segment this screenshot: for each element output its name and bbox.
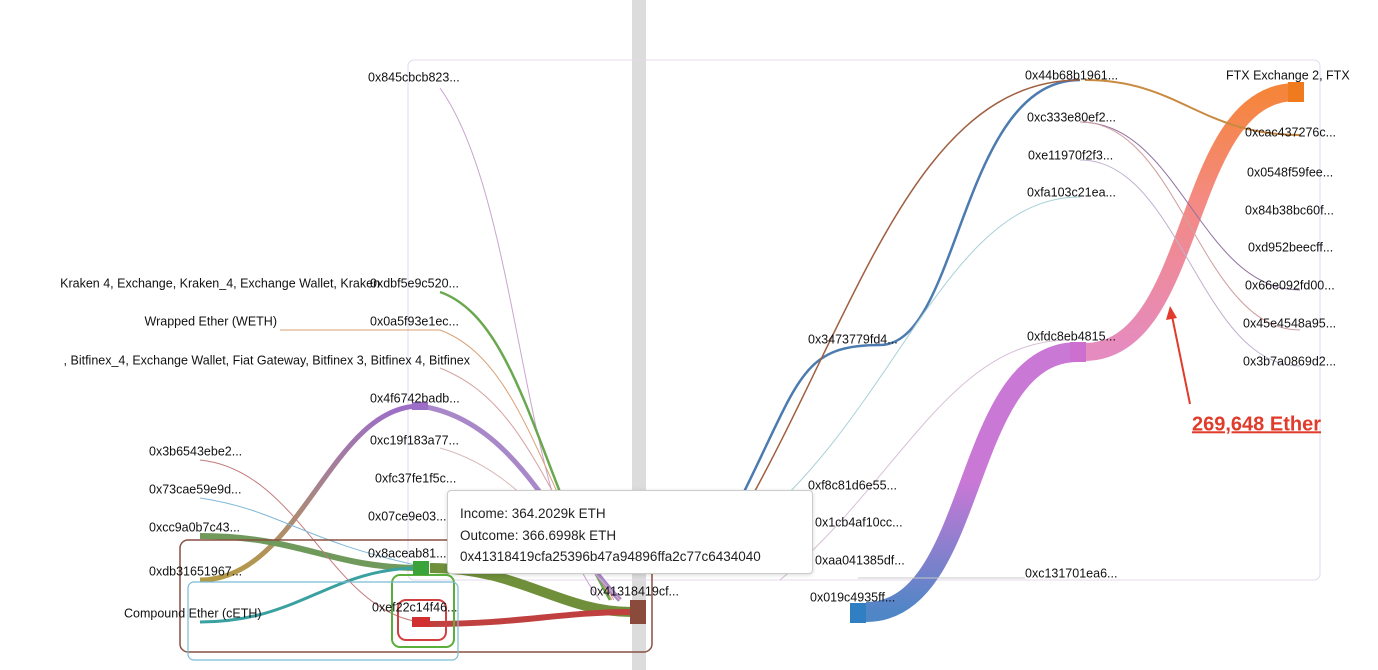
node-markers [412,82,1304,627]
node-label[interactable]: 0xe11970f2f3... [1028,148,1113,162]
node-label[interactable]: 0xc131701ea6... [1025,566,1117,580]
node-label[interactable]: 0x3b6543ebe2... [149,444,242,458]
node-label[interactable]: 0x73cae59e9d... [149,482,241,496]
node-label[interactable]: 0xcac437276c... [1245,125,1336,139]
node-label[interactable]: 0x8aceab81... [368,546,447,560]
node-label[interactable]: 0x845cbcb823... [368,70,460,84]
node-label[interactable]: Compound Ether (cETH) [124,606,262,620]
node-label[interactable]: Kraken 4, Exchange, Kraken_4, Exchange W… [60,276,380,290]
node-label[interactable]: 0xdb31651967... [149,564,242,578]
node-label[interactable]: 0xfdc8eb4815... [1027,329,1116,343]
annotation-text: 269,648 Ether [1192,413,1321,435]
node-label[interactable]: 0x07ce9e03... [368,509,447,523]
node-label[interactable]: 0xc333e80ef2... [1027,110,1116,124]
node-label[interactable]: 0x3b7a0869d2... [1243,354,1336,368]
node-label[interactable]: Wrapped Ether (WETH) [145,314,277,328]
node-label[interactable]: 0x44b68b1961... [1025,68,1118,82]
node-label[interactable]: 0x4f6742badb... [370,391,460,405]
node-label[interactable]: 0xdbf5e9c520... [370,276,459,290]
flows [179,59,1321,661]
node-label[interactable]: 0x019c4935ff... [810,590,895,604]
node-label[interactable]: 0x41318419cf... [590,584,679,598]
node-label[interactable]: FTX Exchange 2, FTX [1226,68,1350,82]
node-labels: 0x845cbcb823... Kraken 4, Exchange, Krake… [60,68,1350,620]
tooltip-line: Outcome: 366.6998k ETH [460,527,617,543]
node-label[interactable]: 0xc19f183a77... [370,433,459,447]
node-label[interactable]: 0x84b38bc60f... [1245,203,1334,217]
node-label[interactable]: 0x1cb4af10cc... [815,515,903,529]
node-label[interactable]: 0xd952beecff... [1248,240,1333,254]
node-label[interactable]: 0x0a5f93e1ec... [370,314,459,328]
tooltip: Income: 364.2029k ETH Outcome: 366.6998k… [447,490,813,574]
tooltip-line: 0x41318419cfa25396b47a94896ffa2c77c64340… [460,549,761,564]
node-label[interactable]: 0xf8c81d6e55... [808,478,897,492]
node-label[interactable]: 0xfc37fe1f5c... [375,471,456,485]
annotation: 269,648 Ether [1166,306,1321,435]
node-label[interactable]: 0x66e092fd00... [1245,278,1335,292]
node-label[interactable]: 0xfa103c21ea... [1027,185,1116,199]
node-label[interactable]: 0x3473779fd4... [808,332,898,346]
node-label[interactable]: 0xef22c14f46... [372,600,457,614]
node-label[interactable]: 0xcc9a0b7c43... [149,520,240,534]
node-label[interactable]: 0xaa041385df... [815,553,905,567]
node-label[interactable]: , Bitfinex_4, Exchange Wallet, Fiat Gate… [64,353,471,367]
tooltip-line: Income: 364.2029k ETH [460,506,606,521]
node-label[interactable]: 0x45e4548a95... [1243,316,1336,330]
node-label[interactable]: 0x0548f59fee... [1247,165,1333,179]
